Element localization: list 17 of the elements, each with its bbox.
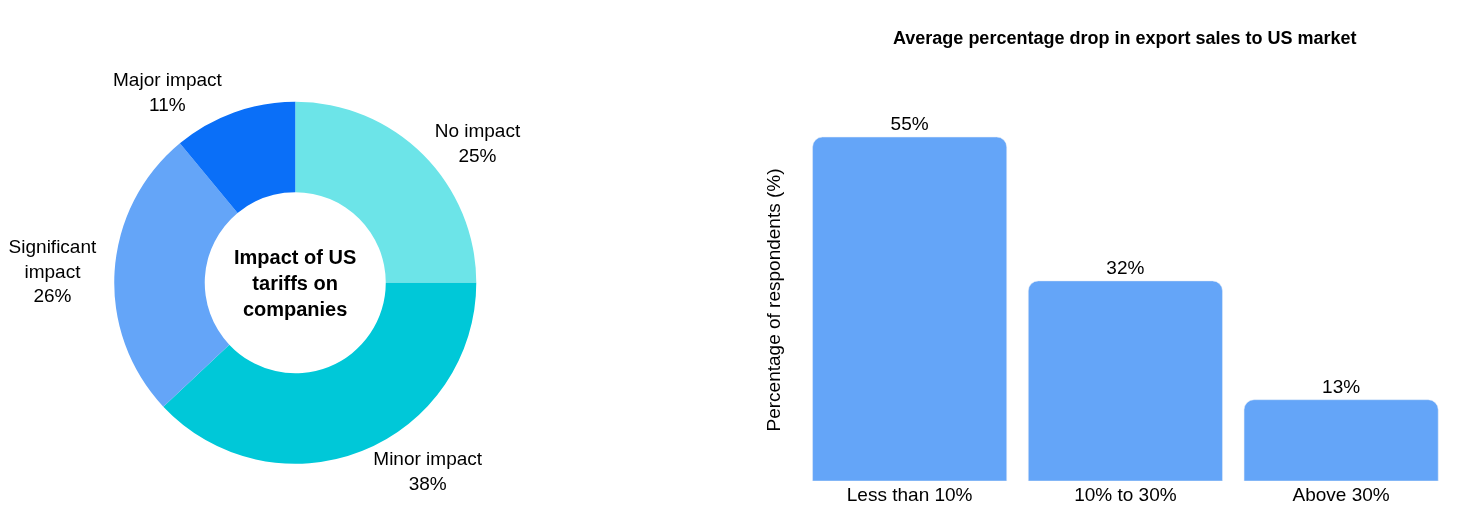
- x-tick-label: 10% to 30%: [1074, 484, 1177, 505]
- data-label: 55%: [890, 113, 929, 135]
- data-label: 32%: [1106, 256, 1145, 278]
- slice-label: Significant impact: [8, 236, 97, 282]
- data-label: 13%: [1322, 375, 1361, 397]
- text: Impact of US tariffs on companies: [234, 246, 357, 320]
- slice-label: Minor impact: [373, 447, 483, 469]
- x-tick-label: Less than 10%: [846, 484, 973, 505]
- slice-label: No impact: [434, 120, 521, 142]
- slice-label: Major impact: [113, 69, 223, 91]
- y-axis-title: Percentage of respondents (%): [762, 168, 784, 432]
- data-label: 26%: [33, 285, 72, 307]
- chart-title: Average percentage drop in export sales to US market: [893, 28, 1357, 48]
- data-label: 38%: [408, 472, 447, 494]
- x-tick-label: Above 30%: [1292, 484, 1390, 505]
- data-label: 11%: [149, 94, 186, 116]
- data-label: 25%: [458, 145, 497, 167]
